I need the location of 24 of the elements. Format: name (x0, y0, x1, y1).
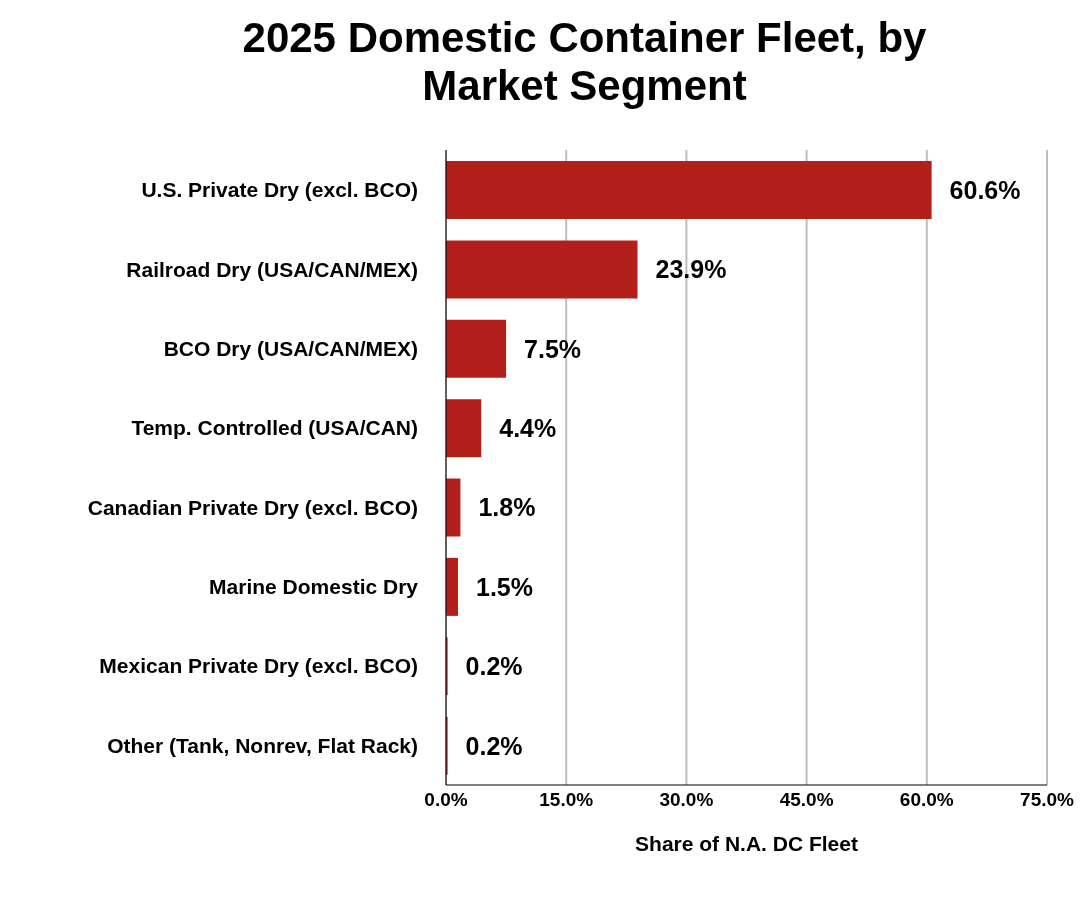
data-label: 4.4% (499, 414, 557, 442)
x-tick-label: 75.0% (1020, 789, 1075, 811)
y-tick-label: Railroad Dry (USA/CAN/MEX) (126, 257, 418, 281)
data-label: 1.5% (476, 572, 533, 601)
y-tick-label: Mexican Private Dry (excl. BCO) (99, 654, 418, 678)
data-label: 0.2% (465, 731, 523, 760)
y-tick-label: Other (Tank, Nonrev, Flat Rack) (107, 733, 418, 757)
x-tick-label: 60.0% (899, 789, 954, 811)
y-tick-label: Canadian Private Dry (excl. BCO) (87, 495, 418, 519)
y-tick-label: BCO Dry (USA/CAN/MEX) (163, 336, 418, 360)
x-tick-label: 0.0% (424, 789, 468, 811)
data-label: 0.2% (465, 652, 523, 681)
data-label: 23.9% (655, 255, 727, 284)
y-tick-label: Temp. Controlled (USA/CAN) (131, 416, 418, 440)
chart-title: 2025 Domestic Container Fleet, by Market Segment (241, 13, 928, 110)
y-tick-label: U.S. Private Dry (excl. BCO) (141, 178, 418, 202)
data-label: 60.6% (949, 175, 1021, 204)
x-tick-label: 30.0% (659, 789, 714, 811)
x-tick-label: 45.0% (779, 789, 834, 811)
y-tick-label: Marine Domestic Dry (209, 575, 419, 599)
data-label: 7.5% (524, 334, 582, 363)
data-label: 1.8% (478, 493, 536, 522)
x-tick-label: 15.0% (539, 789, 594, 811)
x-axis-title: Share of N.A. DC Fleet (635, 832, 858, 855)
